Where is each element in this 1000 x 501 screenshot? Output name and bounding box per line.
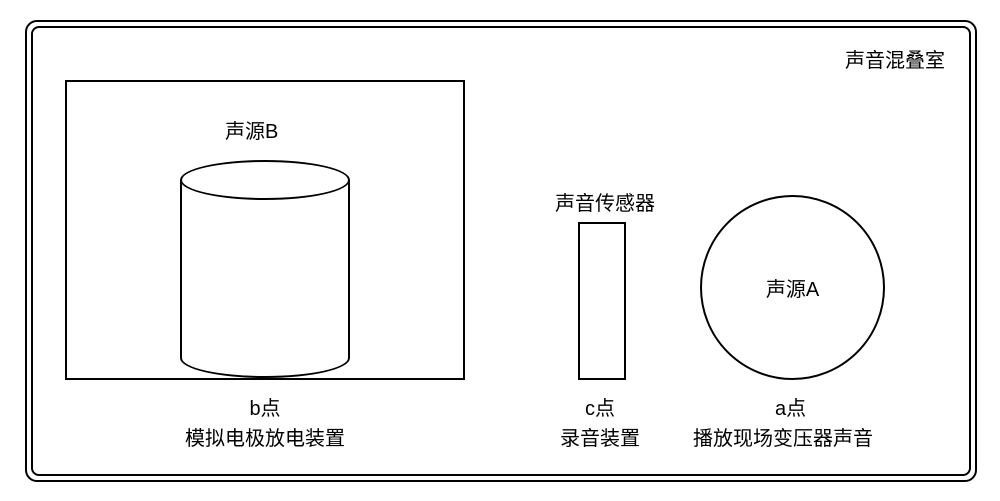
sensor-label: 声音传感器 — [555, 187, 655, 216]
room-title: 声音混叠室 — [845, 44, 945, 73]
point-c-label: c点 — [585, 392, 615, 421]
cylinder-body — [180, 180, 350, 358]
point-a-desc: 播放现场变压器声音 — [693, 422, 873, 451]
point-b-desc: 模拟电极放电装置 — [165, 422, 365, 451]
point-a-label: a点 — [775, 392, 806, 421]
point-b-label: b点 — [225, 392, 305, 421]
source-a-circle: 声源A — [700, 195, 885, 380]
cylinder-top — [180, 160, 350, 200]
cylinder-icon — [180, 160, 350, 370]
point-c-desc: 录音装置 — [560, 422, 640, 451]
source-b-label: 声源B — [225, 115, 278, 144]
source-a-label: 声源A — [766, 273, 819, 302]
sensor-rect — [578, 222, 626, 380]
